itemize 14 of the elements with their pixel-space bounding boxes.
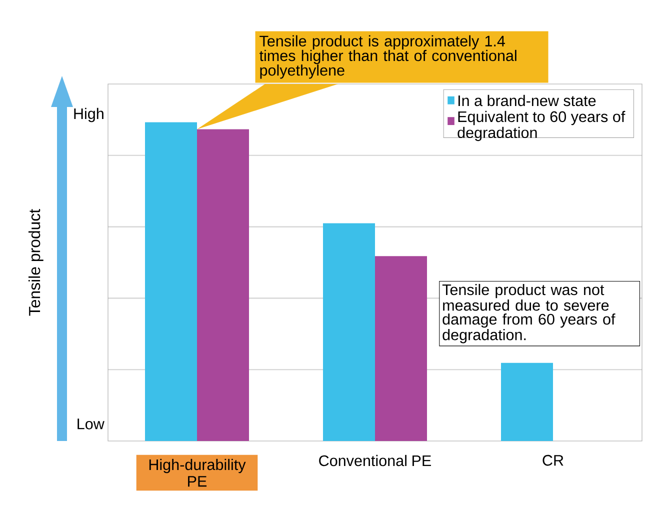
x-tick-label: CR <box>542 454 564 466</box>
bar <box>323 223 375 441</box>
annotation: Tensile product is approximately 1.4 times higher than that of conventional polyethylene <box>259 35 516 79</box>
bar <box>375 256 427 441</box>
text: High <box>74 108 104 122</box>
x-tick-label: High-durability PE <box>149 458 246 487</box>
annotation: Tensile product was not measured due to severe damage from 60 years of degradation. <box>442 284 616 344</box>
legend-label: Equivalent to 60 years of degradation <box>458 110 626 142</box>
legend-label: In a brand-new state <box>458 94 596 106</box>
x-tick-label: Conventional PE <box>319 454 431 466</box>
y-axis-title: Tensile product <box>28 209 44 316</box>
bar <box>145 122 197 441</box>
text: Low <box>78 418 104 430</box>
bar <box>501 362 553 441</box>
